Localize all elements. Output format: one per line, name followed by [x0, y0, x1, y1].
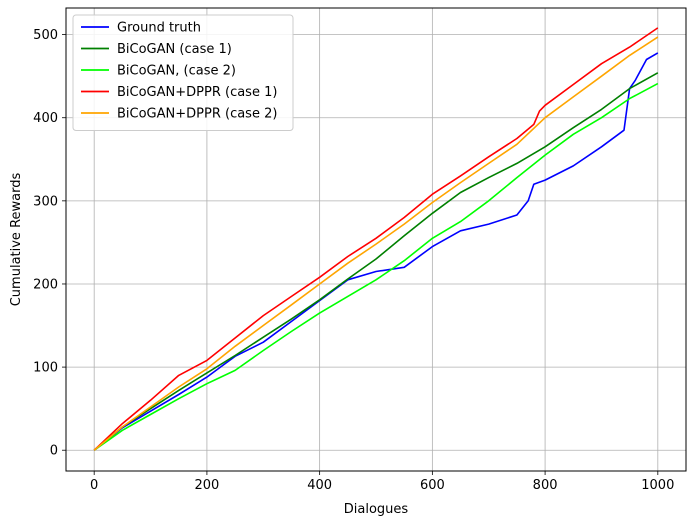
legend: Ground truth BiCoGAN (case 1) BiCoGAN, (ca…	[72, 14, 294, 131]
x-tick-label: 1000	[641, 478, 674, 493]
series-line-5	[93, 36, 659, 451]
y-tick-label: 300	[33, 194, 58, 209]
y-axis-label: Cumulative Rewards	[9, 173, 24, 307]
x-tick-label: 600	[420, 478, 445, 493]
y-tick-label: 0	[50, 444, 58, 459]
x-tick-label: 0	[90, 478, 98, 493]
x-tick-label: 200	[194, 478, 219, 493]
x-tick-label: 800	[533, 478, 558, 493]
y-tick-label: 400	[33, 111, 58, 126]
x-tick-label: 400	[307, 478, 332, 493]
legend-label: BiCoGAN+DPPR (case 2)	[117, 107, 277, 122]
legend-label: BiCoGAN+DPPR (case 1)	[117, 85, 277, 100]
legend-box	[72, 14, 294, 131]
y-tick-label: 100	[33, 361, 58, 376]
legend-label: BiCoGAN (case 1)	[117, 42, 232, 57]
series-line-4	[93, 27, 659, 451]
plot-frame	[65, 7, 687, 472]
grid	[66, 8, 686, 471]
series-line-1	[93, 52, 659, 451]
y-tick-label: 500	[33, 28, 58, 43]
legend-label: BiCoGAN, (case 2)	[117, 64, 236, 79]
series-line-3	[93, 82, 659, 451]
y-tick-label: 200	[33, 277, 58, 292]
y-axis: 0 100 200 300 400 500	[33, 28, 66, 459]
series-line-2	[93, 72, 659, 451]
x-axis: 0 200 400 600 800 1000	[90, 471, 674, 493]
series-lines	[93, 27, 659, 451]
x-axis-label: Dialogues	[344, 502, 409, 517]
legend-label: Ground truth	[117, 21, 201, 36]
